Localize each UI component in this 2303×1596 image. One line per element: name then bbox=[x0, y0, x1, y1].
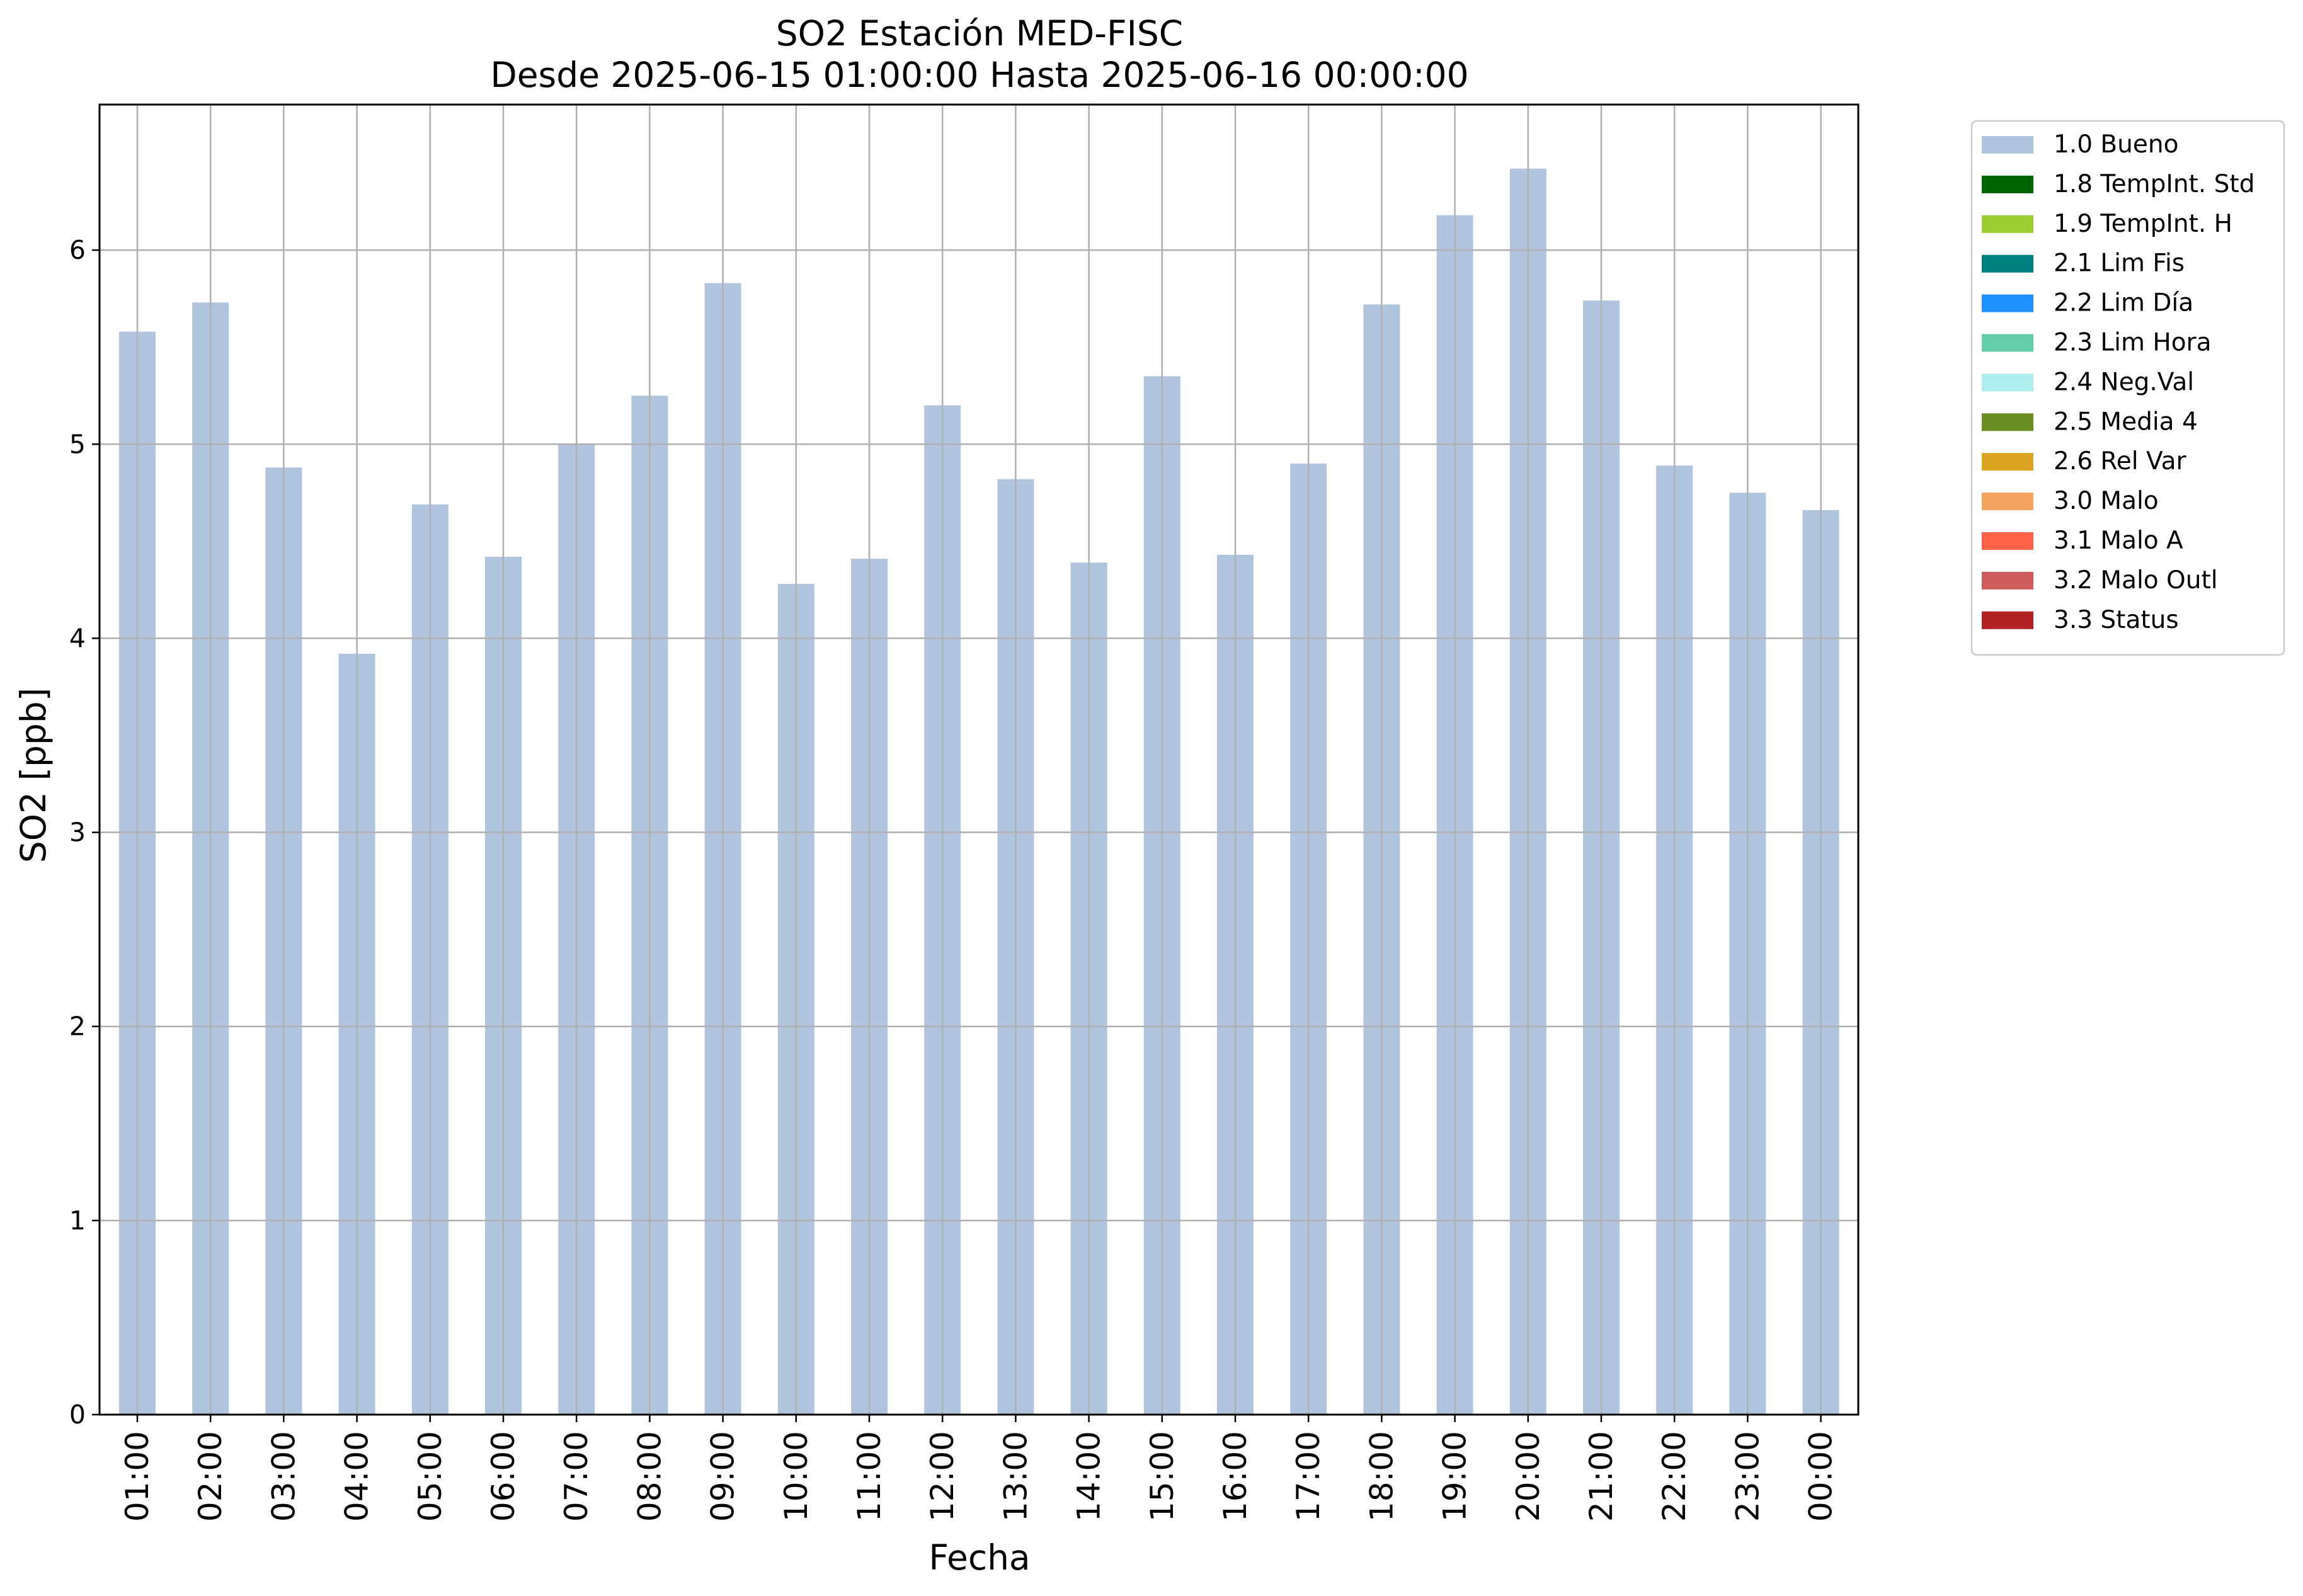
y-tick-label: 0 bbox=[69, 1399, 86, 1430]
chart-subtitle: Desde 2025-06-15 01:00:00 Hasta 2025-06-… bbox=[490, 55, 1468, 95]
legend-swatch bbox=[1982, 294, 2033, 312]
legend-entry-label: 3.2 Malo Outl bbox=[2054, 566, 2218, 595]
x-tick-label: 09:00 bbox=[705, 1431, 741, 1522]
x-tick-label: 11:00 bbox=[851, 1431, 888, 1522]
legend-entry-label: 2.1 Lim Fis bbox=[2054, 249, 2185, 278]
x-tick-label: 21:00 bbox=[1583, 1431, 1620, 1522]
legend-entry-label: 3.1 Malo A bbox=[2054, 527, 2183, 555]
legend-entry-label: 3.0 Malo bbox=[2054, 487, 2159, 515]
legend-entry-label: 3.3 Status bbox=[2054, 606, 2179, 634]
legend-entry-label: 2.3 Lim Hora bbox=[2054, 329, 2212, 357]
y-tick-label: 5 bbox=[69, 429, 86, 459]
legend-swatch bbox=[1982, 136, 2033, 154]
legend-swatch bbox=[1982, 334, 2033, 352]
x-axis-label: Fecha bbox=[929, 1537, 1030, 1578]
x-tick-label: 05:00 bbox=[412, 1431, 449, 1522]
x-tick-label: 20:00 bbox=[1510, 1431, 1546, 1522]
x-tick-label: 14:00 bbox=[1071, 1431, 1107, 1522]
x-tick-label: 15:00 bbox=[1144, 1431, 1180, 1522]
x-tick-label: 00:00 bbox=[1803, 1431, 1839, 1522]
legend-swatch bbox=[1982, 611, 2033, 629]
legend-entry-label: 2.4 Neg.Val bbox=[2054, 368, 2194, 396]
plot-area: 0 1 2 3 4 5 6 01:00 02:00 03:00 04:00 05:00 06:00 07:… bbox=[69, 103, 1860, 1522]
legend-swatch bbox=[1982, 571, 2033, 590]
legend-swatch bbox=[1982, 453, 2033, 471]
x-tick-label: 23:00 bbox=[1729, 1431, 1766, 1522]
legend-swatch bbox=[1982, 413, 2033, 431]
x-tick-label: 13:00 bbox=[997, 1431, 1034, 1522]
y-tick-label: 4 bbox=[69, 623, 86, 653]
legend-swatch bbox=[1982, 373, 2033, 392]
x-tick-label: 01:00 bbox=[119, 1431, 156, 1522]
x-tick-label: 08:00 bbox=[631, 1431, 668, 1522]
legend-frame bbox=[1970, 120, 2285, 656]
y-tick-label: 6 bbox=[69, 235, 86, 265]
y-axis-label: SO2 [ppb] bbox=[13, 688, 54, 863]
legend-swatch bbox=[1982, 215, 2033, 233]
legend-entry-label: 2.6 Rel Var bbox=[2054, 447, 2187, 476]
x-tick-label: 22:00 bbox=[1656, 1431, 1693, 1522]
legend-entry-label: 1.0 Bueno bbox=[2054, 130, 2178, 159]
legend-swatch bbox=[1982, 532, 2033, 550]
y-tick-label: 3 bbox=[69, 818, 86, 848]
legend-entry-label: 2.2 Lim Día bbox=[2054, 289, 2193, 317]
x-tick-label: 04:00 bbox=[339, 1431, 375, 1522]
x-tick-label: 10:00 bbox=[778, 1431, 814, 1522]
chart-title: SO2 Estación MED-FISC bbox=[776, 13, 1183, 54]
legend-entry-label: 1.8 TempInt. Std bbox=[2054, 170, 2254, 198]
x-tick-label: 12:00 bbox=[924, 1431, 961, 1522]
x-tick-label: 03:00 bbox=[265, 1431, 302, 1522]
legend-entry-label: 1.9 TempInt. H bbox=[2054, 210, 2232, 238]
legend-swatch bbox=[1982, 254, 2033, 273]
x-tick-label: 16:00 bbox=[1217, 1431, 1254, 1522]
plot-frame bbox=[98, 103, 1860, 1416]
legend-entry-label: 2.5 Media 4 bbox=[2054, 408, 2198, 436]
y-tick-label: 2 bbox=[69, 1012, 86, 1042]
legend-swatch bbox=[1982, 175, 2033, 193]
x-tick-label: 17:00 bbox=[1290, 1431, 1327, 1522]
x-tick-label: 06:00 bbox=[485, 1431, 522, 1522]
x-tick-label: 02:00 bbox=[192, 1431, 229, 1522]
x-tick-label: 19:00 bbox=[1437, 1431, 1473, 1522]
x-tick-label: 18:00 bbox=[1363, 1431, 1400, 1522]
y-tick-label: 1 bbox=[69, 1206, 86, 1236]
x-tick-label: 07:00 bbox=[558, 1431, 595, 1522]
legend: 1.0 Bueno 1.8 TempInt. Std 1.9 TempInt. H 2… bbox=[1970, 120, 2285, 656]
legend-swatch bbox=[1982, 493, 2033, 511]
